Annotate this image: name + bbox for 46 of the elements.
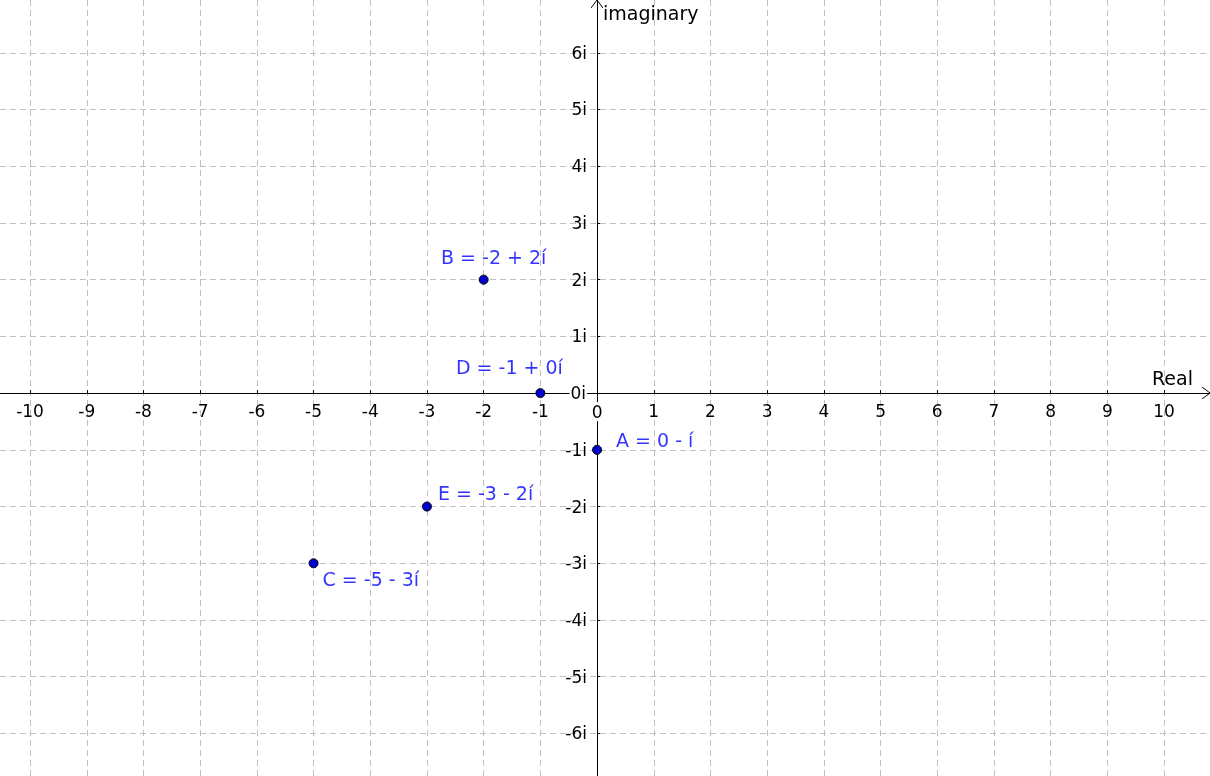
point: [308, 558, 319, 569]
y-tick-label: 2i: [571, 269, 588, 290]
x-tick-label: -4: [361, 400, 379, 421]
x-tick-label: -7: [191, 400, 209, 421]
x-tick-label: -6: [248, 400, 266, 421]
y-tick-label: -2i: [565, 496, 588, 517]
x-tick-label: 5: [875, 400, 886, 421]
point: [535, 388, 546, 399]
x-tick-label: 3: [761, 400, 773, 421]
x-tick-label: -9: [78, 400, 96, 421]
y-tick-label: -1i: [565, 439, 588, 460]
x-axis-title: Real: [1152, 366, 1193, 389]
x-tick-label: -10: [16, 400, 44, 421]
point: [478, 274, 489, 285]
y-tick-label: -5i: [565, 666, 588, 687]
point: [421, 501, 432, 512]
x-tick-label: 10: [1153, 400, 1175, 421]
annotation: A = 0 - í: [616, 428, 695, 451]
x-tick-label: 6: [931, 400, 943, 421]
y-tick-label: -6i: [565, 723, 588, 744]
x-tick-label: 1: [648, 400, 660, 421]
annotation: E = -3 - 2í: [437, 481, 534, 504]
x-tick-label: 8: [1045, 400, 1057, 421]
y-tick-label: 6i: [571, 42, 588, 63]
annotation: C = -5 - 3í: [322, 568, 420, 591]
y-tick-label: 1i: [571, 326, 588, 347]
x-tick-label: -1: [531, 400, 549, 421]
x-tick-label: -3: [418, 400, 436, 421]
x-tick-label: -2: [475, 400, 493, 421]
y-tick-label: 5i: [571, 99, 588, 120]
annotation: D = -1 + 0í: [455, 355, 564, 378]
y-tick-label: 3i: [571, 212, 588, 233]
x-tick-label: 2: [705, 400, 716, 421]
x-tick-label: -8: [134, 400, 152, 421]
point: [592, 444, 603, 455]
y-tick-label: 0i: [570, 383, 587, 404]
y-tick-label: -3i: [565, 553, 588, 574]
x-tick-label: 0: [591, 401, 603, 422]
x-tick-label: 7: [988, 400, 1000, 421]
x-tick-label: 9: [1101, 400, 1113, 421]
y-axis-title: imaginary: [603, 1, 699, 24]
x-tick-label: -5: [305, 400, 323, 421]
x-tick-label: 4: [818, 400, 830, 421]
y-tick-label: 4i: [571, 156, 588, 177]
annotation: B = -2 + 2í: [440, 246, 548, 269]
y-tick-label: -4i: [565, 610, 588, 631]
